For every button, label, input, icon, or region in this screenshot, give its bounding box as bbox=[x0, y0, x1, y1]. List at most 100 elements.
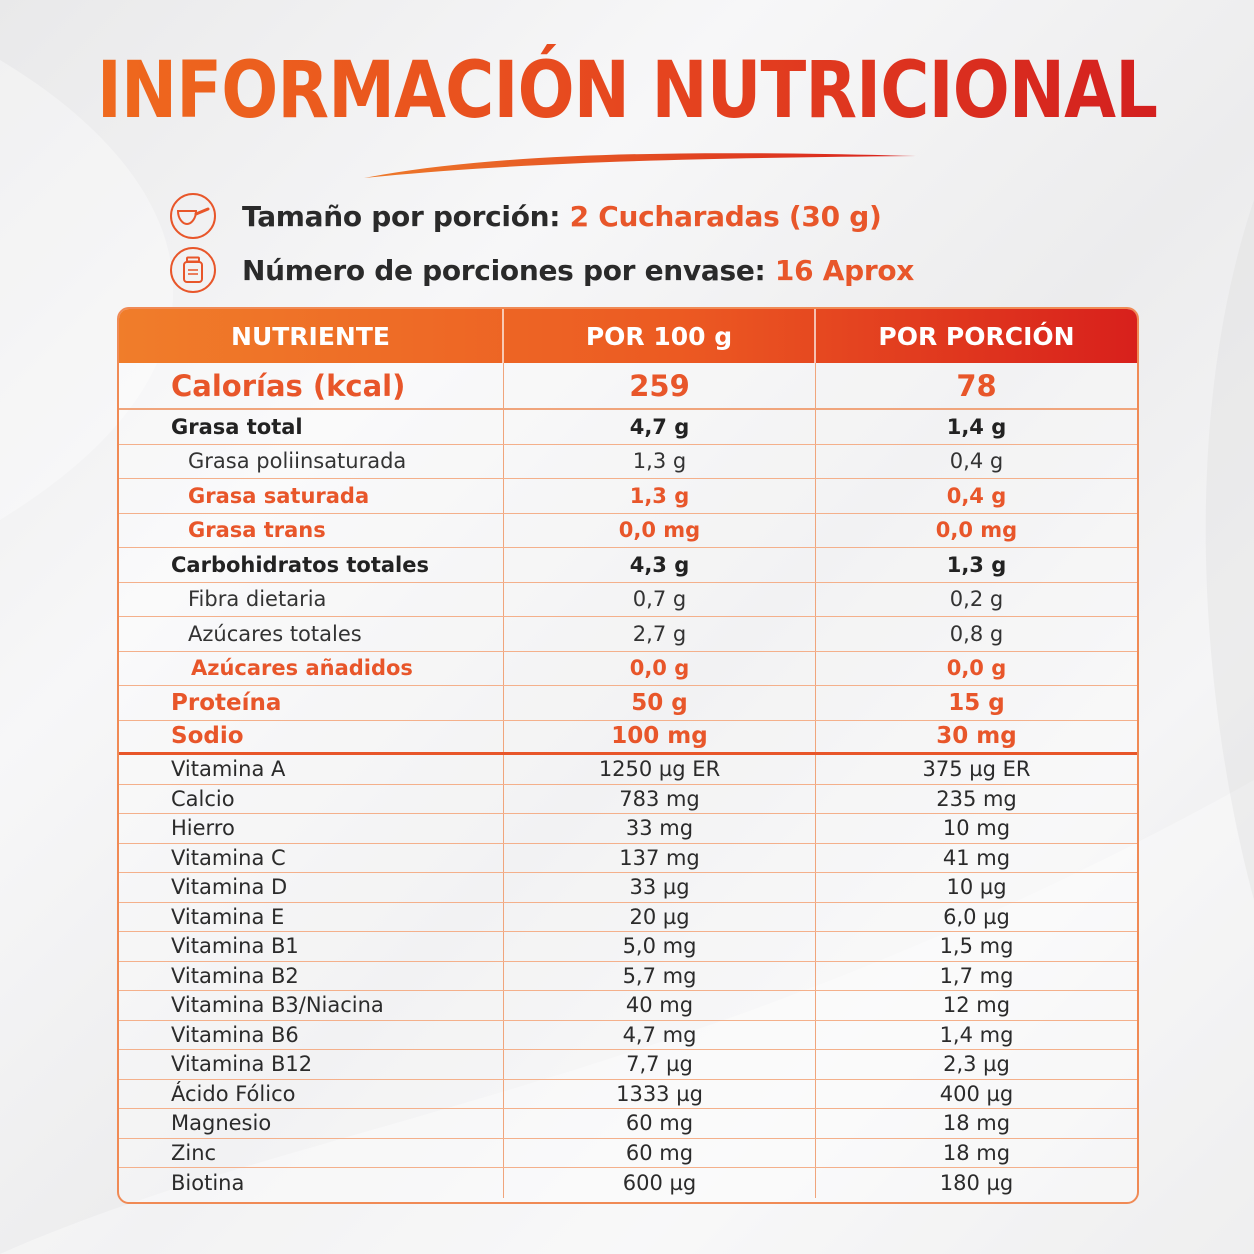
table-row: Zinc 60 mg 18 mg bbox=[119, 1138, 1137, 1168]
table-row: Fibra dietaria 0,7 g 0,2 g bbox=[119, 582, 1137, 617]
table-row: Vitamina B1 5,0 mg 1,5 mg bbox=[119, 932, 1137, 962]
table-row: Vitamina B3/Niacina 40 mg 12 mg bbox=[119, 991, 1137, 1021]
nutrient-label: Vitamina B1 bbox=[119, 932, 504, 961]
servings-count-text: Número de porciones por envase: 16 Aprox bbox=[242, 254, 914, 287]
value-per-serving: 0,2 g bbox=[949, 587, 1004, 612]
value-per100: 1333 µg bbox=[504, 1079, 816, 1108]
nutrient-label: Vitamina D bbox=[119, 873, 504, 902]
header-per-100g: POR 100 g bbox=[504, 309, 816, 363]
value-per-serving: 0,8 g bbox=[949, 621, 1004, 646]
serving-size-label: Tamaño por porción: bbox=[242, 199, 561, 233]
table-row: Biotina 600 µg 180 µg bbox=[119, 1168, 1137, 1198]
value-per100: 20 µg bbox=[504, 902, 816, 931]
table-row: Vitamina A 1250 µg ER 375 µg ER bbox=[119, 755, 1137, 785]
table-row: Vitamina C 137 mg 41 mg bbox=[119, 843, 1137, 873]
value-per100: 50 g bbox=[504, 686, 816, 720]
table-row: Ácido Fólico 1333 µg 400 µg bbox=[119, 1079, 1137, 1109]
serving-size-text: Tamaño por porción: 2 Cucharadas (30 g) bbox=[242, 199, 882, 233]
scoop-icon bbox=[170, 193, 216, 239]
value-per100: 137 mg bbox=[504, 843, 816, 872]
calories-label: Calorías (kcal) bbox=[119, 363, 504, 408]
table-row: Grasa trans 0,0 mg 0,0 mg bbox=[119, 513, 1137, 548]
value-per100: 5,7 mg bbox=[504, 961, 816, 990]
table-row: Grasa saturada 1,3 g 0,4 g bbox=[119, 479, 1137, 514]
value-per100: 2,7 g bbox=[504, 617, 816, 651]
table-row: Grasa total 4,7 g 1,4 g bbox=[119, 410, 1137, 445]
nutrient-label: Calcio bbox=[119, 784, 504, 813]
nutrient-label: Zinc bbox=[119, 1138, 504, 1167]
nutrient-label: Vitamina C bbox=[119, 843, 504, 872]
value-per-serving: 41 mg bbox=[942, 845, 1011, 870]
nutrient-label: Magnesio bbox=[119, 1109, 504, 1138]
vitamins-section: Vitamina A 1250 µg ER 375 µg ER Calcio 7… bbox=[119, 755, 1137, 1198]
nutrient-label: Ácido Fólico bbox=[119, 1079, 504, 1108]
title-underline bbox=[364, 153, 916, 178]
value-per-serving: 0,0 mg bbox=[935, 518, 1018, 543]
value-per100: 0,0 g bbox=[504, 651, 816, 685]
value-per-serving: 1,5 mg bbox=[939, 934, 1014, 959]
value-per-serving: 180 µg bbox=[939, 1170, 1014, 1195]
value-per100: 1250 µg ER bbox=[504, 755, 816, 784]
value-per100: 783 mg bbox=[504, 784, 816, 813]
value-per-serving: 375 µg ER bbox=[922, 757, 1031, 782]
value-per-serving: 30 mg bbox=[936, 723, 1017, 750]
table-row: Vitamina E 20 µg 6,0 µg bbox=[119, 902, 1137, 932]
value-per100: 4,7 g bbox=[504, 410, 816, 444]
calories-per100: 259 bbox=[504, 363, 816, 408]
value-per100: 4,7 mg bbox=[504, 1020, 816, 1049]
nutrition-table: NUTRIENTE POR 100 g POR PORCIÓN Calorías… bbox=[117, 307, 1139, 1204]
nutrient-label: Fibra dietaria bbox=[119, 582, 504, 616]
value-per-serving: 10 mg bbox=[942, 816, 1011, 841]
value-per-serving: 400 µg bbox=[939, 1081, 1014, 1106]
value-per100: 1,3 g bbox=[504, 444, 816, 478]
value-per-serving: 10 µg bbox=[946, 875, 1007, 900]
nutrient-label: Carbohidratos totales bbox=[119, 548, 504, 582]
nutrient-label: Sodio bbox=[119, 720, 504, 752]
nutrient-label: Vitamina B2 bbox=[119, 961, 504, 990]
table-row: Grasa poliinsaturada 1,3 g 0,4 g bbox=[119, 444, 1137, 479]
value-per100: 100 mg bbox=[504, 720, 816, 752]
servings-count-label: Número de porciones por envase: bbox=[242, 253, 766, 287]
servings-count-value: 16 Aprox bbox=[774, 253, 915, 287]
nutrient-label: Vitamina B12 bbox=[119, 1050, 504, 1079]
value-per-serving: 1,7 mg bbox=[939, 963, 1014, 988]
header-per-serving: POR PORCIÓN bbox=[878, 321, 1075, 351]
nutrient-label: Azúcares añadidos bbox=[119, 651, 504, 685]
table-header: NUTRIENTE POR 100 g POR PORCIÓN bbox=[119, 309, 1137, 363]
table-row: Carbohidratos totales 4,3 g 1,3 g bbox=[119, 548, 1137, 583]
table-row: Magnesio 60 mg 18 mg bbox=[119, 1109, 1137, 1139]
value-per-serving: 18 mg bbox=[942, 1140, 1011, 1165]
table-row: Vitamina B12 7,7 µg 2,3 µg bbox=[119, 1050, 1137, 1080]
calories-row: Calorías (kcal) 259 78 bbox=[119, 363, 1137, 410]
nutrient-label: Grasa trans bbox=[119, 513, 504, 547]
value-per-serving: 0,4 g bbox=[949, 449, 1004, 474]
nutrient-label: Vitamina B3/Niacina bbox=[119, 991, 504, 1020]
table-row: Azúcares añadidos 0,0 g 0,0 g bbox=[119, 651, 1137, 686]
value-per100: 5,0 mg bbox=[504, 932, 816, 961]
table-row: Vitamina B6 4,7 mg 1,4 mg bbox=[119, 1020, 1137, 1050]
nutrient-label: Azúcares totales bbox=[119, 617, 504, 651]
table-row: Vitamina B2 5,7 mg 1,7 mg bbox=[119, 961, 1137, 991]
serving-size-row: Tamaño por porción: 2 Cucharadas (30 g) bbox=[170, 191, 882, 241]
nutrient-label: Biotina bbox=[119, 1168, 504, 1198]
value-per-serving: 0,4 g bbox=[946, 483, 1007, 508]
value-per100: 33 µg bbox=[504, 873, 816, 902]
nutrient-label: Vitamina E bbox=[119, 902, 504, 931]
value-per-serving: 12 mg bbox=[942, 993, 1011, 1018]
value-per-serving: 1,3 g bbox=[946, 552, 1007, 577]
value-per100: 33 mg bbox=[504, 814, 816, 843]
serving-size-value: 2 Cucharadas (30 g) bbox=[569, 199, 882, 233]
value-per100: 4,3 g bbox=[504, 548, 816, 582]
value-per100: 7,7 µg bbox=[504, 1050, 816, 1079]
value-per100: 60 mg bbox=[504, 1138, 816, 1167]
table-row: Proteína 50 g 15 g bbox=[119, 686, 1137, 721]
value-per100: 60 mg bbox=[504, 1109, 816, 1138]
table-row: Vitamina D 33 µg 10 µg bbox=[119, 873, 1137, 903]
value-per-serving: 1,4 mg bbox=[939, 1022, 1014, 1047]
servings-count-row: Número de porciones por envase: 16 Aprox bbox=[170, 245, 914, 295]
table-row: Sodio 100 mg 30 mg bbox=[119, 720, 1137, 755]
table-row: Calcio 783 mg 235 mg bbox=[119, 784, 1137, 814]
value-per100: 0,7 g bbox=[504, 582, 816, 616]
value-per-serving: 235 mg bbox=[936, 786, 1017, 811]
nutrient-label: Hierro bbox=[119, 814, 504, 843]
